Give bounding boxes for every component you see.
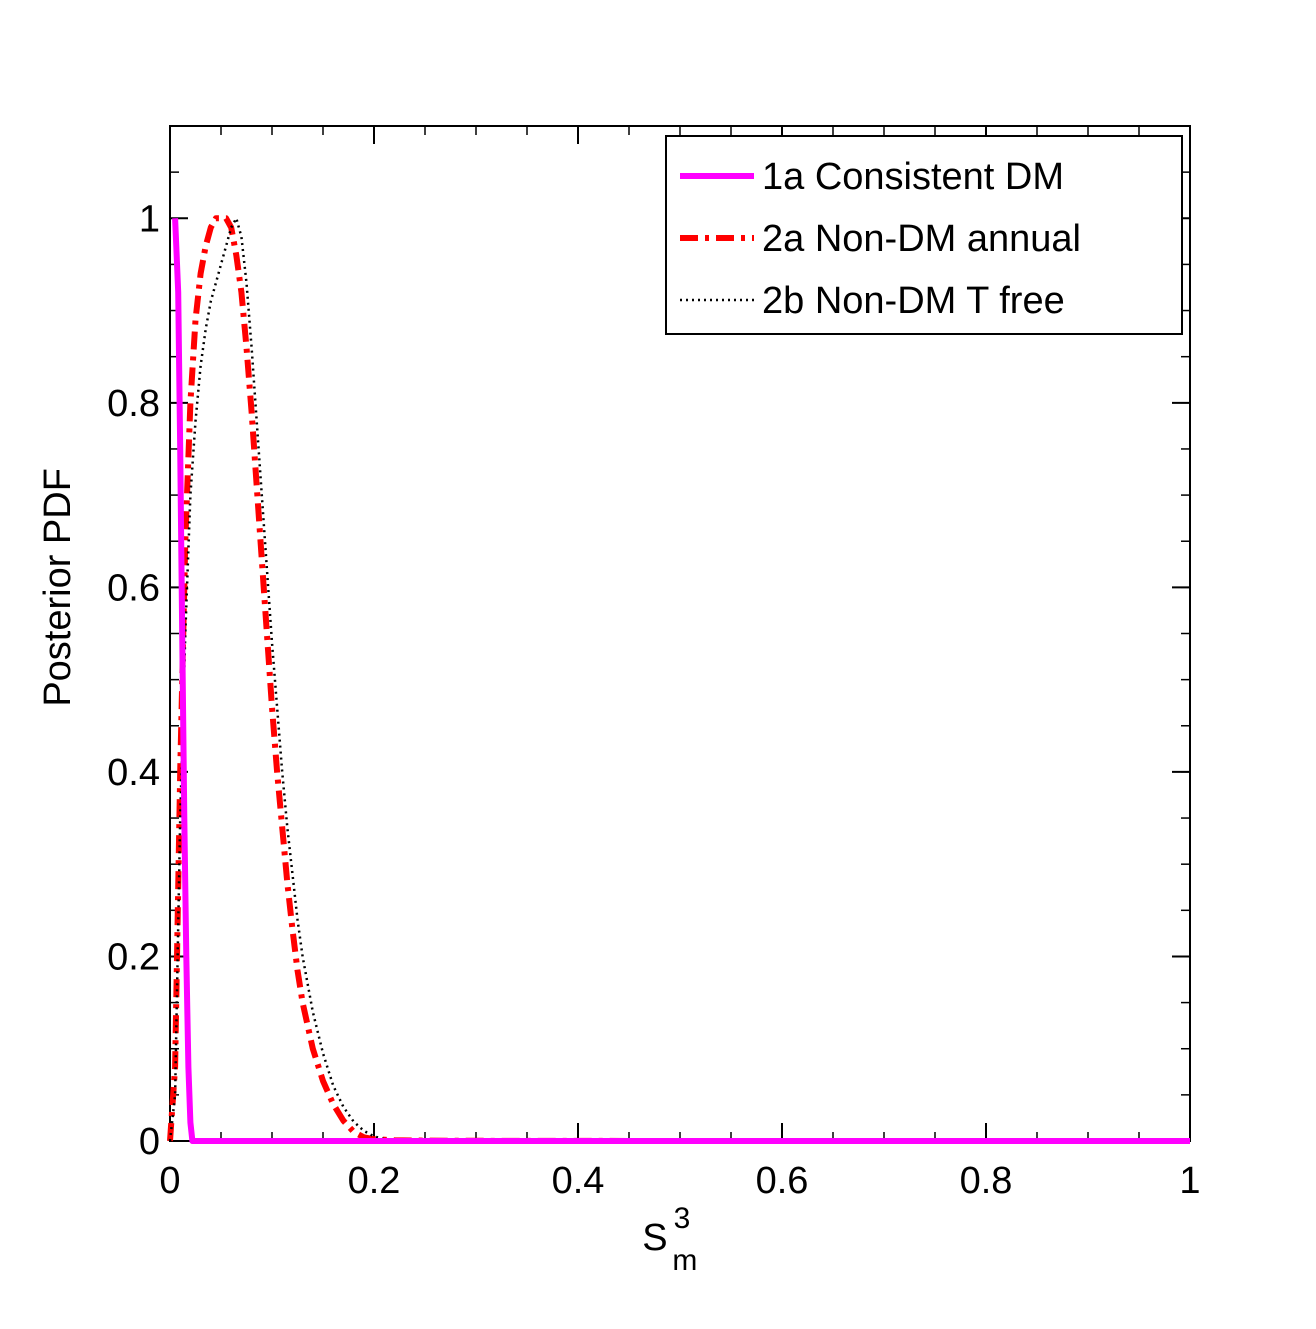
x-tick-label: 0.6 xyxy=(756,1160,809,1202)
y-tick-label: 0.2 xyxy=(107,936,160,978)
y-tick-label: 0.6 xyxy=(107,567,160,609)
x-tick-label: 1 xyxy=(1179,1160,1200,1202)
x-tick-label: 0.4 xyxy=(552,1160,605,1202)
y-tick-label: 0 xyxy=(139,1121,160,1163)
legend: 1a Consistent DM 2a Non-DM annual 2b Non-D… xyxy=(665,135,1183,335)
x-axis-label-superscript: 3 xyxy=(674,1202,691,1235)
x-axis-label-base: S xyxy=(642,1217,667,1259)
y-tick-labels: 0 0.2 0.4 0.6 0.8 1 xyxy=(107,198,160,1163)
x-tick-label: 0.2 xyxy=(348,1160,401,1202)
x-axis-label-subscript: m xyxy=(672,1244,697,1277)
x-tick-label: 0.8 xyxy=(960,1160,1013,1202)
series-line-1 xyxy=(172,218,1190,1144)
x-tick-labels: 0 0.2 0.4 0.6 0.8 1 xyxy=(159,1160,1200,1202)
y-axis-label: Posterior PDF xyxy=(37,468,79,707)
x-tick-label: 0 xyxy=(159,1160,180,1202)
series-layer xyxy=(167,215,1190,1144)
legend-label-1: 1a Consistent DM xyxy=(762,156,1064,198)
y-tick-label: 0.8 xyxy=(107,383,160,425)
legend-label-2: 2a Non-DM annual xyxy=(762,218,1081,260)
legend-label-3: 2b Non-DM T free xyxy=(762,280,1065,322)
y-tick-label: 1 xyxy=(139,198,160,240)
y-tick-label: 0.4 xyxy=(107,752,160,794)
